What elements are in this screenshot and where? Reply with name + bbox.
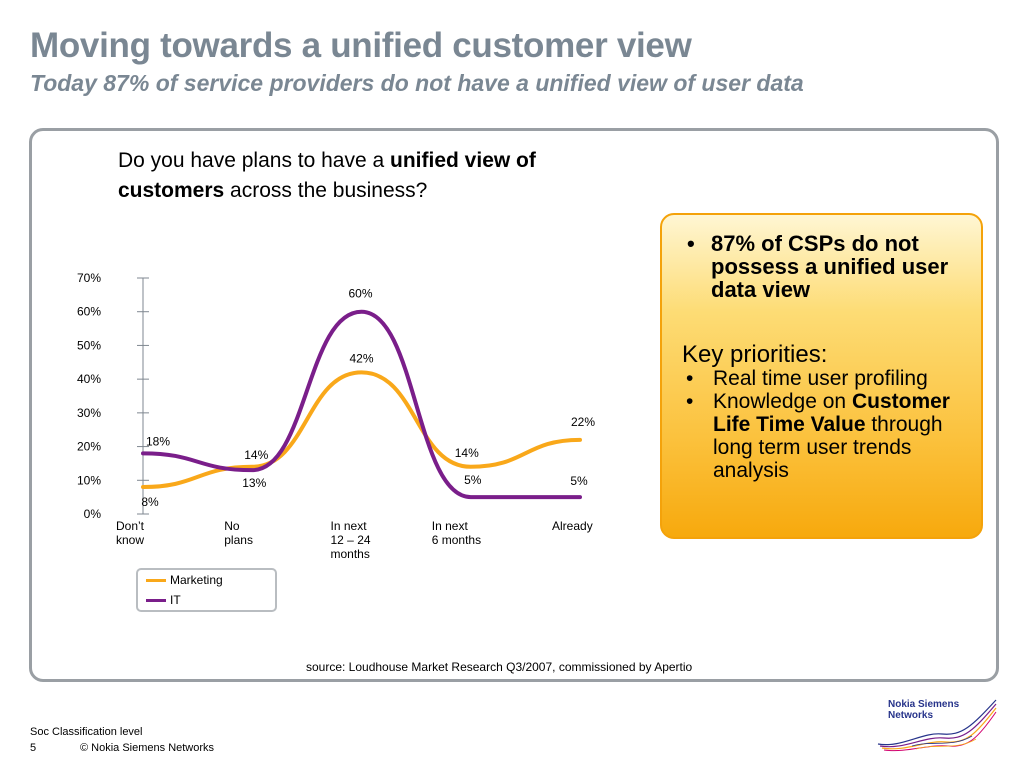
y-tick-label: 10%	[77, 473, 101, 487]
priority-item: • Real time user profiling	[682, 367, 982, 390]
slide-subtitle: Today 87% of service providers do not ha…	[30, 70, 804, 96]
y-tick-label: 60%	[77, 305, 101, 319]
x-tick-label: In next 6 months	[432, 519, 481, 547]
y-tick-label: 0%	[84, 507, 102, 521]
priority-text-bold: Customer Life Time Value	[713, 390, 950, 436]
priority-text-end: through long term user trends analysis	[713, 413, 943, 482]
priority-text: Real time user profiling	[713, 367, 928, 390]
legend-swatch-marketing	[146, 578, 166, 582]
priorities-list: • Real time user profiling • Knowledge on …	[682, 367, 982, 482]
data-label-marketing: 22%	[571, 415, 595, 429]
data-label-it: 5%	[464, 473, 482, 487]
data-label-marketing: 42%	[349, 351, 373, 365]
y-tick-label: 30%	[77, 406, 101, 420]
y-tick-label: 70%	[77, 271, 101, 285]
footer-classification: Soc Classification level	[30, 726, 143, 738]
y-tick-label: 50%	[77, 338, 101, 352]
series-line-it	[141, 309, 582, 500]
legend-item-marketing: Marketing	[146, 573, 223, 587]
question-text-bold: unified view of customers	[118, 149, 536, 202]
y-tick-label: 20%	[77, 440, 101, 454]
bullet-icon: •	[686, 367, 694, 390]
x-tick-label: Already	[552, 519, 593, 533]
data-label-marketing: 8%	[141, 495, 159, 509]
logo-wordmark: Nokia Siemens Networks	[888, 699, 959, 721]
bullet-icon: •	[686, 390, 694, 413]
x-tick-label: Don’t know	[116, 519, 145, 547]
logo-line1: Nokia Siemens	[888, 699, 960, 710]
x-tick-label: In next 12 – 24 months	[331, 519, 371, 561]
slide-title: Moving towards a unified customer view	[30, 26, 692, 65]
key-priorities-label: Key priorities:	[682, 341, 828, 368]
data-label-it: 5%	[570, 474, 588, 488]
data-label-it: 13%	[242, 476, 266, 490]
key-findings-callout: • 87% of CSPs do not possess a unified u…	[660, 213, 983, 539]
question-text-end: across the business?	[224, 179, 428, 202]
data-label-it: 18%	[146, 434, 170, 448]
priority-item: • Knowledge on Customer Life Time Value t…	[682, 390, 982, 482]
question-text-start: Do you have plans to have a	[118, 149, 391, 172]
logo-line2: Networks	[888, 710, 934, 721]
series-line-marketing	[141, 370, 582, 490]
priority-text: Knowledge on	[713, 390, 852, 413]
page-number: 5	[30, 742, 37, 754]
data-label-it: 60%	[348, 287, 372, 301]
legend-label-marketing: Marketing	[170, 573, 223, 587]
callout-headline: • 87% of CSPs do not possess a unified u…	[684, 232, 984, 301]
data-label-marketing: 14%	[244, 448, 268, 462]
legend-label-it: IT	[170, 593, 181, 607]
data-label-marketing: 14%	[455, 446, 479, 460]
nokia-siemens-logo: Nokia Siemens Networks	[872, 696, 998, 752]
callout-headline-text: 87% of CSPs do not possess a unified use…	[711, 231, 949, 302]
x-tick-label: No plans	[224, 519, 253, 547]
chart-legend: Marketing IT	[136, 568, 277, 612]
footer-copyright: © Nokia Siemens Networks	[80, 742, 215, 754]
line-chart: 0% 10% 20% 30% 40% 50% 60% 70% Don’t know No plans…	[77, 271, 595, 561]
legend-item-it: IT	[146, 593, 181, 607]
bullet-icon: •	[687, 231, 695, 256]
legend-swatch-it	[146, 598, 166, 602]
source-note: source: Loudhouse Market Research Q3/200…	[306, 660, 693, 674]
y-tick-label: 40%	[77, 372, 101, 386]
survey-question: Do you have plans to have a unified view…	[118, 146, 598, 206]
logo-wave-icon	[877, 699, 997, 752]
